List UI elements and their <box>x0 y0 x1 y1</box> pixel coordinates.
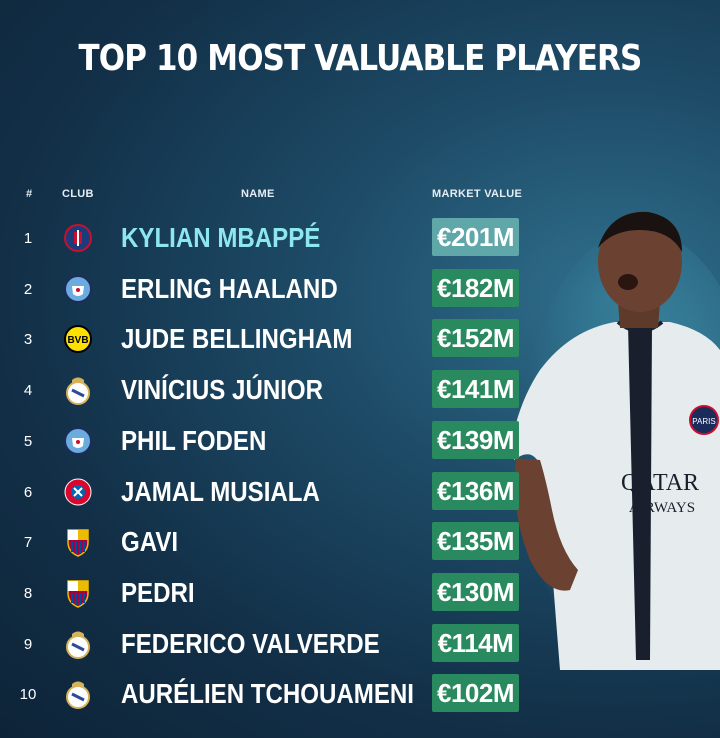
svg-text:BVB: BVB <box>67 335 88 346</box>
table-row: 2 ERLING HAALAND €182M <box>0 268 720 309</box>
market-value-badge: €130M <box>432 572 519 611</box>
player-name: VINÍCIUS JÚNIOR <box>121 374 324 406</box>
player-name: GAVI <box>121 526 179 558</box>
market-value-badge: €102M <box>432 674 519 713</box>
player-photo: PARIS QATAR AIRWAYS <box>512 211 720 670</box>
market-value-badge: €182M <box>432 268 519 307</box>
market-value-badge: €201M <box>432 218 519 256</box>
club-crest-icon: BVB <box>63 323 93 355</box>
table-row: 4 VINÍCIUS JÚNIOR €141M <box>0 370 720 410</box>
player-name: FEDERICO VALVERDE <box>121 627 380 659</box>
table-row: 7 GAVI €135M <box>0 522 720 562</box>
player-name: KYLIAN MBAPPÉ <box>121 222 321 253</box>
shirt-sponsor-line-1: QATAR <box>621 470 699 496</box>
player-name: JUDE BELLINGHAM <box>121 323 353 355</box>
header-club: CLUB <box>62 188 94 200</box>
rank-number: 7 <box>23 534 33 552</box>
table-row: 6 JAMAL MUSIALA €136M <box>0 471 720 512</box>
rank-number: 5 <box>23 432 33 450</box>
market-value-badge: €136M <box>432 471 519 510</box>
club-crest-icon <box>63 273 93 305</box>
market-value-badge: €114M <box>432 623 519 662</box>
table-row: 8 PEDRI €130M <box>0 572 720 613</box>
table-row: 3 BVB JUDE BELLINGHAM €152M <box>0 319 720 359</box>
header-market-value: MARKET VALUE <box>432 188 523 200</box>
table-row: 5 PHIL FODEN €139M <box>0 420 720 461</box>
market-value-badge: €141M <box>432 370 519 409</box>
market-value-badge: €139M <box>432 420 519 459</box>
table-row: 9 FEDERICO VALVERDE €114M <box>0 623 720 664</box>
player-name: JAMAL MUSIALA <box>121 475 320 507</box>
player-name: AURÉLIEN TCHOUAMENI <box>121 678 414 710</box>
rank-number: 6 <box>23 483 33 501</box>
rank-number: 9 <box>23 635 33 653</box>
rank-number: 8 <box>23 584 33 602</box>
shirt-sponsor-line-2: AIRWAYS <box>629 500 695 516</box>
header-name: NAME <box>241 188 275 200</box>
player-badge-label: PARIS <box>692 417 715 426</box>
player-name: PHIL FODEN <box>121 424 267 456</box>
rank-number: 1 <box>23 230 33 247</box>
rank-number: 2 <box>23 280 33 298</box>
page-title: TOP 10 MOST VALUABLE PLAYERS <box>78 38 642 79</box>
club-crest-icon <box>63 577 93 609</box>
market-value-badge: €135M <box>432 522 519 561</box>
market-value-badge: €152M <box>432 319 519 358</box>
club-crest-icon <box>63 374 93 406</box>
club-crest-icon <box>63 678 93 710</box>
rank-number: 3 <box>23 331 33 349</box>
rank-number: 4 <box>23 382 33 400</box>
club-crest-icon <box>63 222 93 254</box>
header-rank: # <box>26 188 33 200</box>
club-crest-icon <box>63 526 93 558</box>
player-name: ERLING HAALAND <box>121 272 338 304</box>
table-row: 10 AURÉLIEN TCHOUAMENI €102M <box>0 674 720 714</box>
club-crest-icon <box>63 476 93 508</box>
table-row: 1 KYLIAN MBAPPÉ €201M <box>0 218 720 258</box>
club-crest-icon <box>63 425 93 457</box>
rank-number: 10 <box>19 686 37 704</box>
club-crest-icon <box>63 628 93 660</box>
player-name: PEDRI <box>121 576 195 608</box>
